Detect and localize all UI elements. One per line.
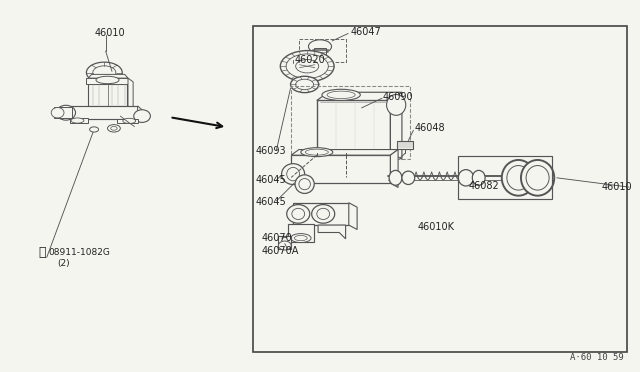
Ellipse shape [287, 205, 310, 223]
Ellipse shape [123, 118, 136, 124]
Polygon shape [70, 118, 88, 123]
Circle shape [86, 62, 122, 83]
Text: 46045: 46045 [256, 197, 287, 207]
Text: 46082: 46082 [468, 181, 499, 191]
Text: A·60 10 59: A·60 10 59 [570, 353, 624, 362]
Bar [458, 156, 552, 199]
Ellipse shape [502, 160, 535, 196]
Ellipse shape [387, 94, 406, 115]
Circle shape [90, 127, 99, 132]
Polygon shape [314, 48, 326, 54]
Ellipse shape [322, 89, 360, 100]
Text: 46090: 46090 [383, 92, 413, 102]
Polygon shape [117, 119, 138, 123]
Polygon shape [390, 150, 398, 187]
Ellipse shape [96, 76, 119, 84]
Text: 46048: 46048 [415, 124, 445, 133]
Polygon shape [288, 224, 314, 242]
Polygon shape [86, 78, 128, 84]
Polygon shape [54, 107, 72, 118]
Polygon shape [291, 155, 390, 183]
Ellipse shape [521, 160, 554, 196]
Circle shape [280, 51, 334, 82]
Polygon shape [317, 92, 402, 100]
Circle shape [296, 79, 314, 90]
Ellipse shape [389, 170, 402, 185]
Ellipse shape [51, 108, 64, 118]
Text: (2): (2) [58, 259, 70, 267]
Ellipse shape [56, 105, 76, 120]
Polygon shape [390, 92, 402, 159]
Bar [253, 26, 627, 352]
Ellipse shape [71, 118, 84, 123]
Text: 46070: 46070 [261, 233, 292, 243]
Polygon shape [138, 106, 142, 123]
Text: 46010K: 46010K [417, 222, 454, 232]
Ellipse shape [291, 234, 311, 243]
Polygon shape [88, 84, 127, 106]
Circle shape [108, 125, 120, 132]
Polygon shape [70, 106, 138, 119]
Ellipse shape [282, 164, 305, 185]
Circle shape [286, 54, 328, 78]
Circle shape [308, 40, 332, 53]
Ellipse shape [312, 205, 335, 223]
Polygon shape [128, 78, 133, 110]
Text: 46070A: 46070A [261, 246, 298, 256]
Polygon shape [293, 203, 349, 225]
Text: 46093: 46093 [256, 147, 287, 156]
Polygon shape [397, 141, 413, 149]
Ellipse shape [472, 170, 485, 185]
Ellipse shape [301, 148, 333, 157]
Polygon shape [278, 236, 291, 249]
Text: Ⓝ: Ⓝ [38, 247, 46, 259]
Ellipse shape [295, 175, 314, 193]
Ellipse shape [402, 171, 415, 185]
Text: 46010: 46010 [602, 182, 632, 192]
Polygon shape [349, 203, 357, 230]
Text: 46045: 46045 [256, 176, 287, 185]
Text: 46010: 46010 [95, 28, 125, 38]
Text: 08911-1082G: 08911-1082G [49, 248, 111, 257]
Polygon shape [291, 150, 398, 155]
Polygon shape [317, 100, 390, 153]
Ellipse shape [458, 170, 474, 186]
Ellipse shape [278, 241, 291, 250]
Ellipse shape [134, 110, 150, 122]
Polygon shape [318, 225, 346, 239]
Circle shape [93, 66, 116, 79]
Text: 46020: 46020 [294, 55, 325, 64]
Text: 46047: 46047 [350, 27, 381, 36]
Polygon shape [88, 74, 128, 78]
Circle shape [291, 76, 319, 93]
Circle shape [296, 60, 319, 73]
